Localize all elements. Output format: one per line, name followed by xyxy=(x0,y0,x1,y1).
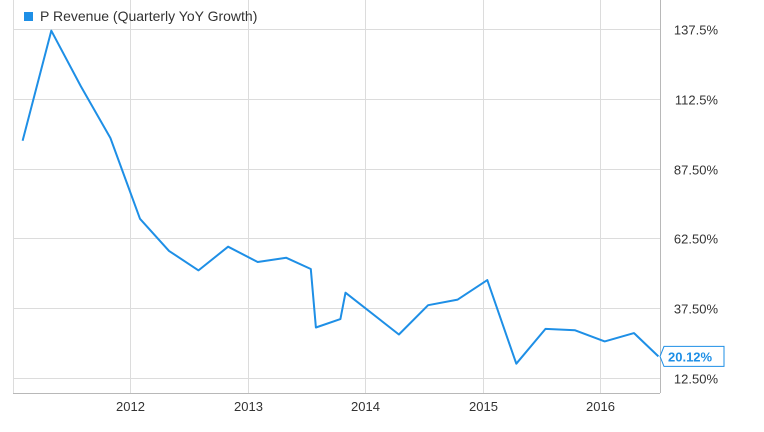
x-tick-label: 2016 xyxy=(586,399,615,414)
x-tick-label: 2014 xyxy=(351,399,380,414)
legend-label: P Revenue (Quarterly YoY Growth) xyxy=(40,8,257,24)
x-tick-label: 2012 xyxy=(116,399,145,414)
y-tick-label: 12.50% xyxy=(674,372,719,387)
y-tick-label: 87.50% xyxy=(674,163,719,178)
x-tick-label: 2013 xyxy=(234,399,263,414)
y-tick-label: 112.5% xyxy=(675,93,719,108)
y-tick-label: 137.5% xyxy=(674,23,719,38)
legend-swatch xyxy=(24,12,33,21)
y-tick-label: 62.50% xyxy=(674,232,719,247)
x-tick-label: 2015 xyxy=(469,399,498,414)
last-value-box xyxy=(659,345,725,367)
y-tick-label: 37.50% xyxy=(674,302,719,317)
last-value-label: 20.12% xyxy=(668,349,713,364)
series-line xyxy=(21,29,660,365)
